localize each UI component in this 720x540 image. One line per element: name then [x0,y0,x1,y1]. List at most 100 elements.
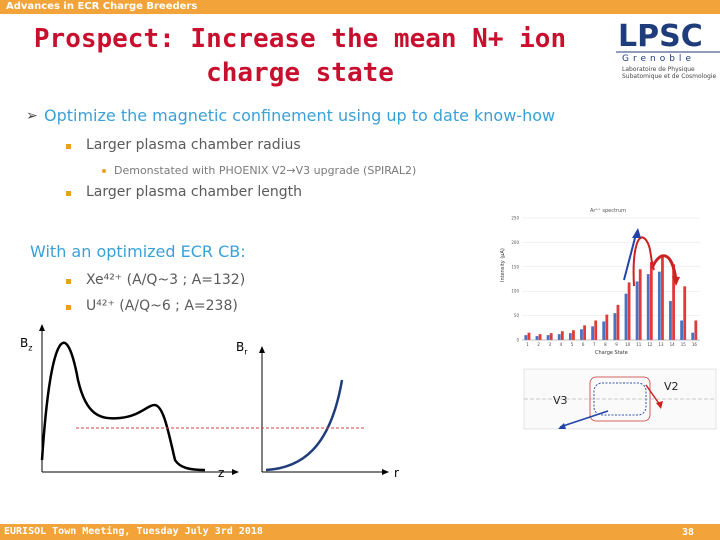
bullet-optimize: Optimize the magnetic confinement using … [44,106,556,125]
spectrum-bar [594,320,598,340]
bz-label: Bz [20,336,33,353]
spectrum-bar [549,333,553,340]
spectrum-bar [580,329,583,340]
arrow-down-icon [672,276,680,286]
spectrum-title: Ar⁺⁺ spectrum [590,208,626,214]
red-arrow [632,236,655,287]
br-label: Br [236,340,248,357]
header-bar: Advances in ECR Charge Breeders [0,0,720,14]
page-number: 38 [681,527,694,538]
spectrum-bar [524,335,528,340]
spectrum-bar [613,313,617,340]
logo-city: Grenoble [622,54,695,64]
spectrum-bar [657,271,661,340]
spectrum-y-label: Intensity (µA) [500,248,506,282]
slide-title: Prospect: Increase the mean N+ ion charg… [0,22,600,90]
dot-bullet-icon [102,169,106,173]
x-tick-label: 3 [549,342,552,347]
bullet-xenon: Xe⁴²⁺ (A/Q~3 ; A=132) [86,272,246,288]
x-tick-label: 1 [526,342,529,347]
spectrum-bar [638,269,642,340]
spectrum-bar [669,300,672,340]
slide-title-line-2: charge state [206,58,394,88]
y-tick-label: 150 [511,264,519,269]
spectrum-bar [694,320,698,340]
spectrum-bar [649,261,653,340]
arrow-up-icon [39,324,45,331]
z-axis-label: z [218,466,225,480]
x-tick-label: 14 [670,342,676,347]
bullet-larger-length: Larger plasma chamber length [86,184,303,200]
v3-pointer [559,410,609,428]
footer-bar: EURISOL Town Meeting, Tuesday July 3rd 2… [0,524,720,540]
x-tick-label: 15 [681,342,687,347]
chamber-diagram [523,368,717,430]
bz-curve [40,341,206,472]
bullet-larger-radius: Larger plasma chamber radius [86,137,301,153]
x-tick-label: 13 [659,342,665,347]
x-tick-label: 9 [615,342,618,347]
spectrum-arrows [623,228,680,287]
square-bullet-icon [66,191,71,196]
bullet-optimized-cb: With an optimized ECR CB: [30,242,246,261]
blue-arrow [623,233,637,281]
spectrum-bar [635,281,639,340]
spectrum-bar [546,335,550,340]
spectrum-bar [560,331,564,340]
lpsc-logo: LPSC Grenoble Laboratoire de Physique Su… [616,19,720,80]
logo-line-1: Laboratoire de Physique [622,66,695,73]
x-tick-label: 10 [625,342,631,347]
arrow-right-icon [232,469,239,475]
field-profiles-figure [39,324,389,475]
v2-label: V2 [664,380,679,393]
conference-name: Advances in ECR Charge Breeders [6,1,198,12]
spectrum-x-label: Charge State [595,350,628,356]
x-tick-label: 11 [636,342,642,347]
y-tick-label: 200 [511,240,519,245]
x-tick-label: 16 [692,342,698,347]
spectrum-bar [672,264,675,340]
spectrum-bar [646,274,650,340]
y-tick-label: 250 [511,216,519,221]
x-tick-label: 12 [647,342,653,347]
x-tick-label: 8 [604,342,607,347]
bullet-phoenix: Demonstated with PHOENIX V2→V3 upgrade (… [114,164,417,177]
x-tick-label: 6 [582,342,585,347]
x-tick-label: 4 [560,342,563,347]
logo-line-2: Subatomique et de Cosmologie [622,73,717,80]
arrow-up-icon [259,346,265,353]
x-tick-label: 7 [593,342,596,347]
spectrum-bar [583,325,586,340]
br-curve [265,379,344,472]
spectrum-bar [568,333,572,340]
arrow-bullet-icon: ➢ [26,108,38,124]
spectrum-bar [605,314,609,340]
x-tick-label: 5 [571,342,574,347]
spectrum-bar [627,282,631,340]
square-bullet-icon [66,305,71,310]
spectrum-bar [527,332,531,340]
v2-pointer [645,384,661,406]
r-axis-label: r [394,466,399,480]
footer-text: EURISOL Town Meeting, Tuesday July 3rd 2… [4,526,263,537]
charge-state-spectrum: Ar⁺⁺ spectrum Charge State Intensity (µA… [500,208,700,356]
spectrum-bar [557,334,561,340]
spectrum-bar [535,336,539,340]
spectrum-bar [591,326,595,340]
y-tick-label: 0 [516,338,519,343]
slide-title-line-1: Prospect: Increase the mean N+ ion [33,24,567,54]
v2-outline [589,376,651,422]
spectrum-bar [680,320,684,340]
y-tick-label: 100 [511,289,519,294]
v3-label: V3 [553,394,568,407]
spectrum-bar [572,330,575,340]
square-bullet-icon [66,279,71,284]
bullet-uranium: U⁴²⁺ (A/Q~6 ; A=238) [86,298,238,314]
spectrum-bar [661,254,664,340]
arrow-icon [558,423,566,429]
spectrum-bar [624,293,628,340]
x-tick-label: 2 [537,342,540,347]
v3-outline [593,382,647,416]
square-bullet-icon [66,144,71,149]
spectrum-bar [691,332,695,340]
